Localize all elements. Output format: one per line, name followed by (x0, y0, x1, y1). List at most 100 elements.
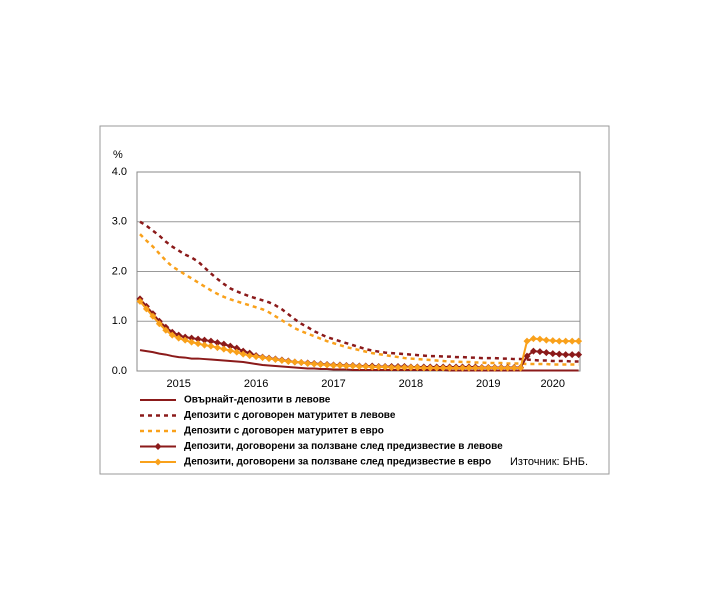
data-point (194, 340, 202, 348)
legend-label: Депозити с договорен матуритет в евро (184, 426, 384, 437)
data-point (504, 364, 512, 372)
data-point (562, 351, 570, 359)
series-line (139, 233, 579, 366)
data-point (342, 362, 350, 370)
y-tick-label: 2.0 (112, 265, 127, 277)
data-point (529, 335, 537, 343)
data-point (175, 334, 183, 342)
y-tick-label: 1.0 (112, 315, 127, 327)
data-point (220, 345, 228, 353)
y-axis-label: % (113, 149, 123, 161)
data-point (297, 359, 305, 367)
data-point (194, 335, 202, 343)
data-point (362, 363, 370, 371)
data-point (394, 364, 402, 372)
data-point (201, 336, 208, 344)
data-point (452, 364, 460, 372)
data-point (226, 347, 234, 355)
data-point (233, 348, 241, 356)
data-point (575, 337, 583, 345)
data-point (368, 363, 376, 371)
data-point (188, 334, 196, 342)
data-point (207, 337, 215, 345)
data-point (542, 349, 550, 357)
data-point (355, 363, 363, 371)
data-point (271, 356, 279, 364)
data-point (388, 364, 396, 372)
data-point (188, 338, 196, 346)
legend-marker (154, 458, 162, 466)
data-point (439, 364, 447, 372)
data-point (317, 361, 325, 369)
data-point (226, 342, 234, 350)
source: Източник: БНБ. (510, 456, 588, 468)
legend-label: Депозити, договорени за ползване след пр… (184, 457, 491, 468)
data-point (555, 337, 563, 345)
data-point (233, 344, 241, 352)
data-point (549, 337, 557, 345)
data-point (536, 348, 544, 356)
data-point (497, 364, 505, 372)
data-point (523, 352, 531, 360)
data-point (265, 355, 273, 363)
data-point (555, 350, 563, 358)
y-tick-label: 4.0 (112, 166, 127, 178)
x-tick-label: 2020 (541, 378, 565, 390)
data-point (213, 344, 221, 352)
data-point (568, 351, 576, 359)
data-point (259, 354, 267, 362)
data-point (465, 364, 473, 372)
data-point (239, 350, 247, 358)
data-point (536, 335, 544, 343)
data-point (529, 347, 537, 355)
data-point (484, 364, 492, 372)
legend-marker (154, 443, 162, 450)
data-point (349, 362, 357, 370)
data-point (562, 337, 570, 345)
x-tick-label: 2016 (244, 378, 268, 390)
legend-label: Овърнайт-депозити в левове (184, 395, 331, 406)
data-point (375, 363, 383, 371)
x-tick-label: 2018 (399, 378, 423, 390)
data-point (155, 320, 163, 328)
data-point (284, 358, 292, 366)
data-point (330, 362, 337, 370)
data-point (575, 351, 583, 359)
data-point (510, 364, 518, 372)
data-point (201, 341, 208, 349)
legend-label: Депозити, договорени за ползване след пр… (184, 441, 503, 452)
data-point (252, 353, 260, 361)
data-point (168, 331, 176, 339)
data-point (459, 364, 466, 372)
data-point (291, 358, 299, 366)
data-point (149, 312, 157, 320)
legend-label: Депозити с договорен матуритет в левове (184, 410, 396, 421)
data-point (491, 364, 499, 372)
data-point (181, 336, 189, 344)
x-tick-label: 2017 (321, 378, 345, 390)
data-point (336, 362, 344, 370)
data-point (433, 364, 441, 372)
data-point (136, 297, 144, 305)
data-point (542, 336, 550, 344)
data-point (478, 364, 486, 372)
data-point (549, 350, 557, 358)
data-point (407, 364, 415, 372)
data-point (162, 326, 170, 334)
data-point (413, 364, 421, 372)
x-tick-label: 2019 (476, 378, 500, 390)
data-point (400, 364, 408, 372)
y-tick-label: 3.0 (112, 216, 127, 228)
y-tick-label: 0.0 (112, 365, 127, 377)
data-point (381, 363, 389, 371)
series-line (139, 220, 579, 363)
data-point (213, 339, 221, 347)
data-point (523, 337, 531, 345)
data-point (471, 364, 479, 372)
data-point (278, 357, 286, 365)
data-point (310, 360, 318, 368)
data-point (420, 364, 428, 372)
data-point (517, 364, 525, 372)
x-tick-label: 2015 (166, 378, 190, 390)
